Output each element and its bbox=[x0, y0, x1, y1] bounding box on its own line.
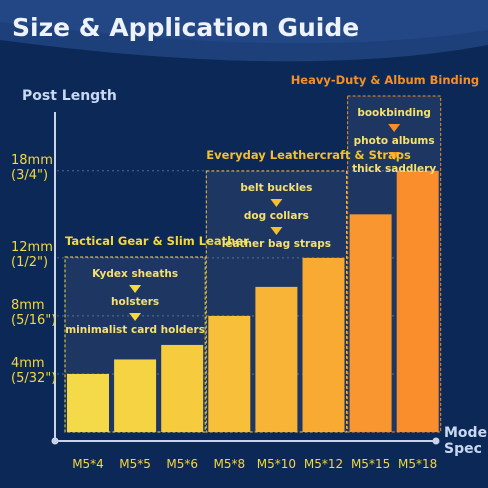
arrow bbox=[388, 124, 401, 132]
arrow bbox=[129, 285, 142, 293]
bar bbox=[349, 214, 392, 432]
x-tick-label: M5*8 bbox=[213, 457, 246, 471]
x-tick-label: M5*10 bbox=[256, 457, 297, 471]
arrow bbox=[270, 227, 283, 235]
chart-title: Size & Application Guide bbox=[12, 13, 360, 42]
y-tick-label: 18mm (3/4") bbox=[11, 152, 53, 183]
axis-dot bbox=[51, 437, 59, 445]
bar bbox=[208, 315, 251, 432]
bar bbox=[302, 257, 345, 432]
application-item: leather bag straps bbox=[221, 238, 332, 250]
bar bbox=[67, 373, 109, 432]
application-item: thick saddlery bbox=[352, 163, 437, 175]
y-axis-title: Post Length bbox=[22, 88, 117, 104]
y-tick-label: 4mm (5/32") bbox=[11, 355, 57, 386]
group-title: Heavy-Duty & Album Binding bbox=[290, 73, 480, 87]
group-title: Tactical Gear & Slim Leather bbox=[65, 234, 249, 248]
y-tick-label: 12mm (1/2") bbox=[11, 239, 53, 270]
y-tick-label: 8mm (5/16") bbox=[11, 297, 57, 328]
application-item: dog collars bbox=[243, 210, 309, 222]
application-item: holsters bbox=[111, 296, 160, 308]
x-tick-label: M5*12 bbox=[303, 457, 344, 471]
group-box bbox=[64, 256, 206, 433]
application-item: Kydex sheaths bbox=[92, 268, 179, 280]
arrow bbox=[270, 199, 283, 207]
group-title: Everyday Leathercraft & Straps bbox=[206, 148, 411, 162]
bar bbox=[161, 344, 204, 432]
x-axis-title: Model Spec bbox=[444, 425, 488, 458]
application-item: photo albums bbox=[353, 135, 435, 147]
header-shine bbox=[0, 0, 488, 44]
x-tick-label: M5*15 bbox=[350, 457, 391, 471]
application-item: belt buckles bbox=[240, 182, 313, 194]
application-item: minimalist card holders bbox=[65, 324, 205, 336]
x-tick-label: M5*18 bbox=[398, 457, 438, 471]
axis-dot bbox=[432, 437, 440, 445]
group-box bbox=[205, 170, 347, 433]
bar bbox=[396, 170, 439, 432]
arrow bbox=[388, 152, 401, 160]
bar bbox=[255, 286, 298, 432]
x-tick-label: M5*4 bbox=[72, 457, 104, 471]
bar bbox=[114, 359, 157, 432]
x-tick-label: M5*5 bbox=[119, 457, 151, 471]
x-tick-label: M5*6 bbox=[166, 457, 198, 471]
arrow bbox=[129, 313, 142, 321]
application-item: bookbinding bbox=[357, 107, 431, 119]
